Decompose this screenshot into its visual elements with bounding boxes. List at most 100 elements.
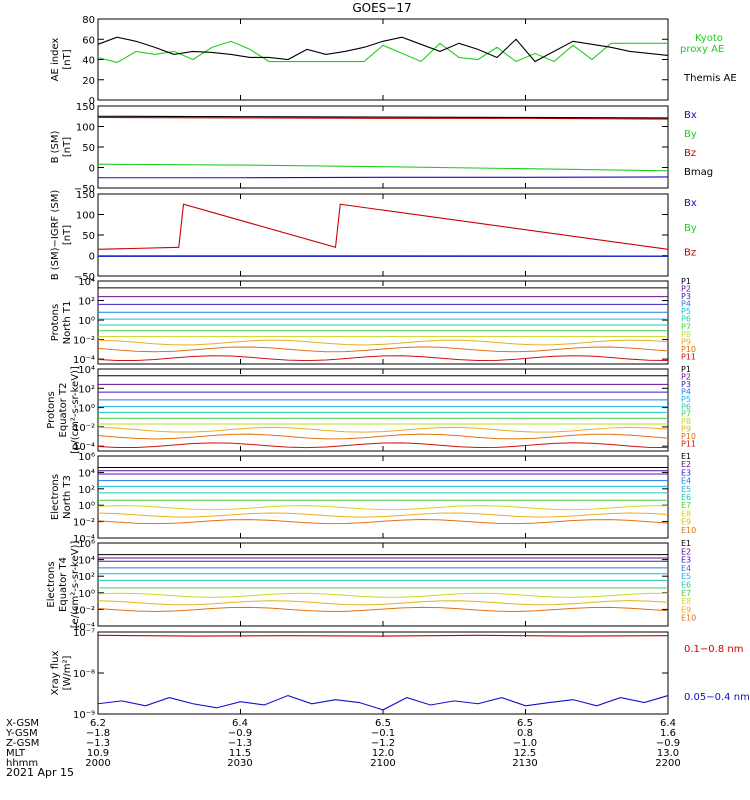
y-tick-label: 10⁴ [78,365,95,376]
y-axis-label: AE index [50,38,61,82]
orbit-cell: −1.0 [513,738,537,749]
legend-p4: P4 [681,300,691,309]
orbit-row-label: Y-GSM [5,728,38,739]
y-tick-label: 50 [82,143,95,154]
y-axis-label: [nT] [62,49,73,69]
panel-b-sm: −50 0 50 100 150 B (SM) [nT] Bx By Bz Bmag [50,102,713,195]
channel-line-p9 [97,426,669,433]
channel-line-e8 [97,505,669,511]
orbit-cell: 2130 [512,758,537,769]
y-tick-label: 100 [76,123,95,134]
y-tick-label: 10² [78,297,95,308]
legend-e8: E8 [681,597,691,606]
legend-e4: E4 [681,564,691,573]
legend-p10: P10 [681,345,696,354]
orbit-row-label: Z-GSM [6,738,39,749]
channel-line-e10 [97,519,669,525]
series-line-bx [98,176,669,179]
y-tick-label: 10⁻⁴ [73,442,95,453]
legend-e7: E7 [681,589,691,598]
legend-themis-ae: Themis AE [683,73,737,84]
y-axis-label: Electrons [50,474,61,520]
series-line-bz [97,203,669,250]
orbit-row-label: MLT [6,748,26,759]
legend-e5: E5 [681,572,691,581]
legend-bz: Bz [684,248,696,259]
y-axis-label: North T3 [62,475,73,519]
y-tick-label: 0 [89,164,95,175]
panel-electrons-t4: 10⁻⁴ 10⁻² 10⁰ 10² 10⁴ 10⁶ Electrons Equator T4[… [46,539,696,633]
legend-p9: P9 [681,425,691,434]
panel-protons-t2: 10⁻⁴ 10⁻² 10⁰ 10² 10⁴ Protons Equator T2 [p/(cm… [46,365,696,454]
channel-line-p10 [97,433,669,440]
orbit-cell: 2030 [227,758,252,769]
legend-p10: P10 [681,432,696,441]
legend-p1: P1 [681,365,691,374]
date-label: 2021 Apr 15 [6,766,74,779]
legend-e2: E2 [681,547,691,556]
y-tick-label: 10⁻⁷ [73,628,95,639]
legend-p8: P8 [681,330,691,339]
orbit-row-label: X-GSM [6,718,39,729]
y-tick-label: 10⁻⁴ [73,534,95,545]
y-tick-label: −50 [74,184,95,195]
panel-protons-t1: 10⁻⁴ 10⁻² 10⁰ 10² 10⁴ Protons North T1 P1P2P3P4… [50,277,696,366]
orbit-cell: 2100 [370,758,395,769]
legend-e4: E4 [681,477,691,486]
y-tick-label: 10⁰ [78,404,95,415]
orbit-cell: 12.5 [514,748,536,759]
legend-bx: Bx [684,198,697,209]
y-tick-label: 10⁻² [73,518,95,529]
y-tick-label: 10² [78,572,95,583]
y-tick-label: 10⁶ [78,539,95,550]
legend-e6: E6 [681,493,691,502]
y-axis-label: Electrons [46,561,57,607]
y-tick-label: 10⁻² [73,336,95,347]
y-tick-label: 150 [76,102,95,113]
channel-line-e9 [97,600,669,606]
legend-bx: Bx [684,110,697,121]
orbit-cell: 6.4 [232,718,248,729]
legend-p2: P2 [681,285,691,294]
legend-by: By [684,129,697,140]
legend-p3: P3 [681,292,691,301]
y-tick-label: 10⁻⁴ [73,355,95,366]
y-tick-label: 10⁶ [78,452,95,463]
legend-p4: P4 [681,387,691,396]
panel-frame [97,18,669,101]
legend-e5: E5 [681,485,691,494]
orbit-cell: 1.6 [660,728,676,739]
orbit-cell: 2000 [85,758,110,769]
legend-p1: P1 [681,277,691,286]
legend-p2: P2 [681,372,691,381]
channel-line-p11 [97,355,669,362]
legend-p8: P8 [681,417,691,426]
y-axis-label: Xray flux [50,651,61,696]
y-tick-label: 10⁻⁹ [73,710,95,721]
channel-line-p9 [97,339,669,346]
legend-e1: E1 [681,452,691,461]
orbit-cell: 12.0 [372,748,394,759]
y-tick-label: 40 [82,56,95,67]
channel-line-p10 [97,346,669,353]
orbit-cell: 11.5 [229,748,251,759]
panel-frame [97,280,669,365]
orbit-cell: −1.3 [228,738,252,749]
legend-p7: P7 [681,410,691,419]
channel-line-e8 [97,592,669,598]
orbit-table: X-GSMY-GSMZ-GSMMLThhmm6.2−1.8−1.310.9200… [5,718,681,769]
y-tick-label: 10⁰ [78,316,95,327]
series-line-by [97,163,669,172]
orbit-cell: −0.9 [656,738,680,749]
y-tick-label: 100 [76,211,95,222]
y-axis-label: Equator T2 [58,383,69,438]
y-tick-label: 50 [82,231,95,242]
orbit-cell: 6.5 [375,718,391,729]
y-tick-label: 10⁰ [78,589,95,600]
channel-line-e10 [97,606,669,612]
orbit-cell: −1.8 [86,728,110,739]
legend-p7: P7 [681,322,691,331]
panel-frame [97,368,669,452]
orbit-cell: 10.9 [87,748,109,759]
